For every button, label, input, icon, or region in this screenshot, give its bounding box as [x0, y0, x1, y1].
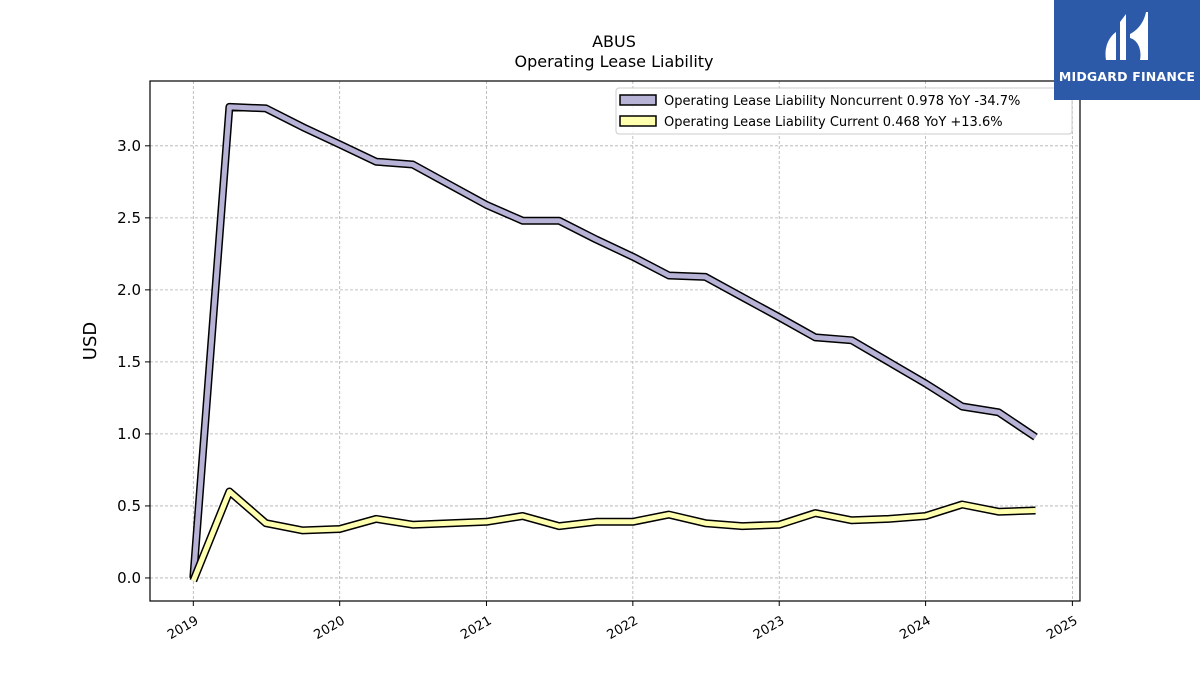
series-outline	[189, 487, 1036, 583]
y-tick-label: 2.0	[117, 281, 141, 299]
chart-ticker: ABUS	[592, 32, 636, 51]
y-axis-label: USD	[80, 322, 101, 360]
x-tick-label: 2024	[897, 613, 933, 643]
x-tick-label: 2025	[1044, 613, 1080, 643]
x-tick-label: 2021	[458, 613, 494, 643]
midgard-finance-logo: MIDGARD FINANCE	[1054, 0, 1200, 100]
y-tick-label: 2.5	[117, 209, 141, 227]
legend-label: Operating Lease Liability Current 0.468 …	[664, 115, 1003, 130]
legend: Operating Lease Liability Noncurrent 0.9…	[615, 87, 1073, 135]
y-tick-label: 3.0	[117, 137, 141, 155]
logo-text: MIDGARD FINANCE	[1058, 69, 1196, 84]
y-tick-label: 1.0	[117, 425, 141, 443]
legend-swatch	[619, 115, 657, 127]
grid-lines	[150, 81, 1080, 601]
series-line	[190, 489, 1036, 582]
series-line	[190, 104, 1037, 579]
y-tick-label: 1.5	[117, 353, 141, 371]
midgard-logo-icon	[1105, 12, 1148, 60]
x-tick-label: 2023	[751, 613, 787, 643]
x-tick-label: 2020	[312, 613, 348, 643]
chart-title: Operating Lease Liability	[514, 52, 714, 71]
x-tick-label: 2022	[605, 613, 641, 643]
y-tick-label: 0.5	[117, 497, 141, 515]
legend-swatch	[619, 94, 657, 106]
legend-box	[615, 87, 1073, 135]
x-tick-label: 2019	[165, 613, 201, 643]
legend-label: Operating Lease Liability Noncurrent 0.9…	[664, 94, 1020, 109]
series-outline	[189, 102, 1038, 579]
plot-frame	[149, 80, 1081, 602]
y-tick-label: 0.0	[117, 569, 141, 587]
